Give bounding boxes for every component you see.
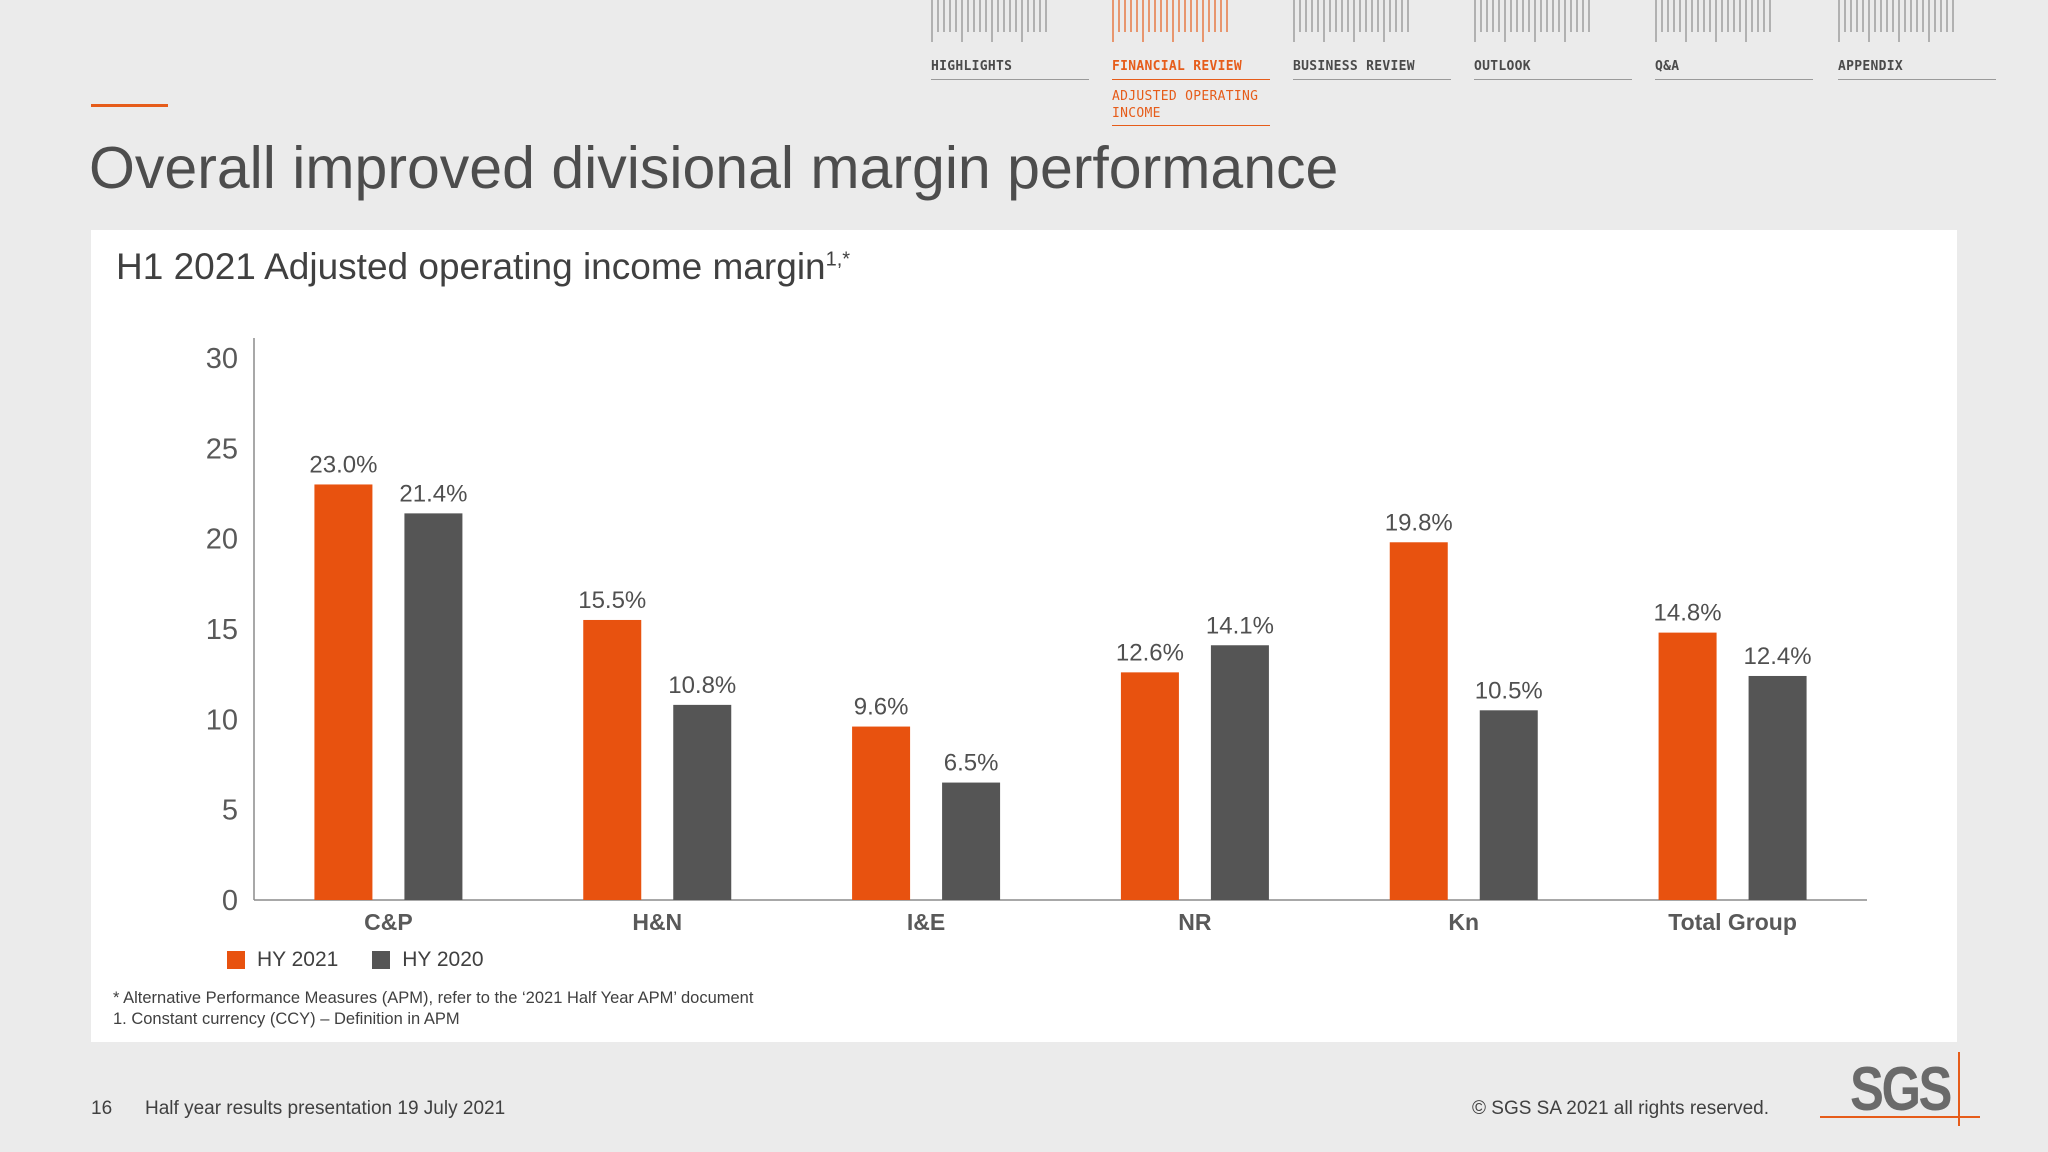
x-category-label: C&P: [364, 909, 413, 935]
x-category-label: Kn: [1448, 909, 1479, 935]
bar-value-label: 23.0%: [309, 451, 377, 478]
y-tick-label: 20: [206, 524, 238, 556]
footnotes: * Alternative Performance Measures (APM)…: [113, 988, 753, 1030]
barcode-icon: [931, 0, 1047, 42]
top-navigation: HIGHLIGHTS FINANCIAL REVIEW ADJUSTED OPE…: [931, 0, 1997, 130]
bar-value-label: 9.6%: [854, 694, 909, 721]
bar-hy2020: [1748, 675, 1807, 900]
chart-title-text: H1 2021 Adjusted operating income margin: [116, 246, 826, 287]
nav-label: FINANCIAL REVIEW: [1112, 59, 1270, 80]
page-title: Overall improved divisional margin perfo…: [89, 135, 1339, 201]
barcode-icon: [1293, 0, 1409, 42]
nav-label: APPENDIX: [1838, 59, 1996, 80]
chart-legend: HY 2021 HY 2020: [227, 948, 512, 975]
logo-crosshair-horizontal: [1820, 1116, 1980, 1118]
chart-title: H1 2021 Adjusted operating income margin…: [116, 246, 850, 288]
x-category-label: Total Group: [1668, 909, 1797, 935]
page-number: 16: [91, 1098, 113, 1119]
barcode-icon: [1112, 0, 1228, 42]
bar-hy2021: [1658, 632, 1717, 900]
bar-chart: 0 5 10 15 20 25 30 23.0% 21.4% C&P 15.5% 10.8% H&N 9.…: [206, 338, 1867, 935]
footer-presentation-title: Half year results presentation 19 July 2…: [145, 1098, 506, 1119]
barcode-icon: [1474, 0, 1590, 42]
bar-hy2020: [673, 704, 732, 900]
bar-value-label: 21.4%: [399, 480, 467, 507]
bar-value-label: 19.8%: [1385, 509, 1453, 536]
logo-crosshair-vertical: [1958, 1052, 1960, 1126]
barcode-icon: [1655, 0, 1771, 42]
legend-item-hy2021: HY 2021: [227, 948, 338, 972]
nav-label: BUSINESS REVIEW: [1293, 59, 1451, 80]
legend-swatch: [227, 951, 245, 969]
bar-hy2020: [404, 513, 463, 900]
bar-value-label: 12.6%: [1116, 639, 1184, 666]
y-tick-label: 5: [222, 795, 238, 827]
nav-subitem-adjusted-operating-income[interactable]: ADJUSTED OPERATING INCOME: [1112, 88, 1270, 126]
footer-copyright: © SGS SA 2021 all rights reserved.: [1472, 1098, 1770, 1119]
chart-title-footnote-marker: 1,*: [825, 248, 851, 271]
legend-label: HY 2020: [402, 948, 484, 971]
nav-label: HIGHLIGHTS: [931, 59, 1089, 80]
footnote-ccy: 1. Constant currency (CCY) – Definition …: [113, 1010, 460, 1028]
y-tick-label: 15: [206, 614, 238, 646]
bar-hy2021: [1389, 542, 1448, 900]
y-tick-label: 30: [206, 343, 238, 375]
bar-value-label: 6.5%: [944, 750, 999, 777]
logo-text: SGS: [1850, 1055, 1952, 1124]
bar-value-label: 12.4%: [1744, 643, 1812, 670]
bar-hy2020: [942, 782, 1001, 900]
bar-hy2021: [852, 726, 911, 900]
y-tick-label: 0: [222, 885, 238, 917]
x-category-label: H&N: [632, 909, 682, 935]
chart-panel: 0 5 10 15 20 25 30 23.0% 21.4% C&P 15.5% 10.8% H&N 9.…: [91, 230, 1957, 1042]
bar-hy2020: [1210, 645, 1269, 900]
legend-swatch: [372, 951, 391, 969]
sgs-logo: SGS: [1820, 1052, 1982, 1126]
bar-hy2021: [583, 619, 642, 900]
bar-value-label: 15.5%: [578, 587, 646, 614]
footnote-apm: * Alternative Performance Measures (APM)…: [113, 989, 754, 1007]
title-accent-line: [91, 104, 168, 107]
nav-label: OUTLOOK: [1474, 59, 1632, 80]
bar-value-label: 14.8%: [1654, 600, 1722, 627]
bar-hy2021: [314, 484, 373, 900]
legend-item-hy2020: HY 2020: [372, 948, 484, 972]
barcode-icon: [1838, 0, 1954, 42]
x-category-label: NR: [1178, 909, 1212, 935]
bar-value-label: 10.5%: [1475, 677, 1543, 704]
x-category-label: I&E: [907, 909, 945, 935]
bar-value-label: 10.8%: [668, 672, 736, 699]
legend-label: HY 2021: [257, 948, 339, 971]
bar-hy2020: [1479, 710, 1538, 900]
bar-hy2021: [1120, 672, 1179, 900]
y-tick-label: 25: [206, 433, 238, 465]
nav-label: Q&A: [1655, 59, 1813, 80]
y-tick-label: 10: [206, 704, 238, 736]
bar-value-label: 14.1%: [1206, 612, 1274, 639]
